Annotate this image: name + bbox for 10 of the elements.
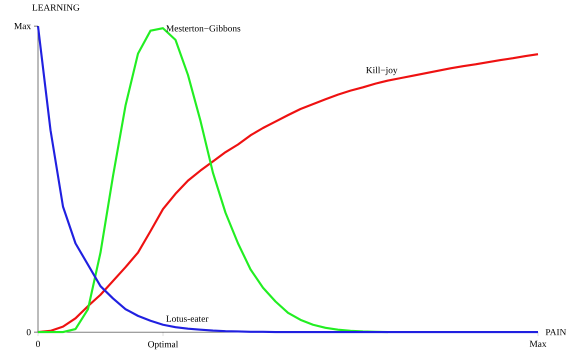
y-axis-title: LEARNING <box>32 4 80 11</box>
text: 0 <box>26 328 31 336</box>
x-tick-label: 0 <box>36 340 40 348</box>
x-tick-label: Max <box>530 340 546 347</box>
series-label: Mesterton−Gibbons <box>166 24 240 32</box>
x-tick-label: Optimal <box>148 340 178 350</box>
text: Max <box>14 22 31 30</box>
series-label: Kill−joy <box>366 66 398 76</box>
series-label: Lotus-eater <box>166 316 208 322</box>
x-axis-title: PAIN <box>546 328 566 336</box>
